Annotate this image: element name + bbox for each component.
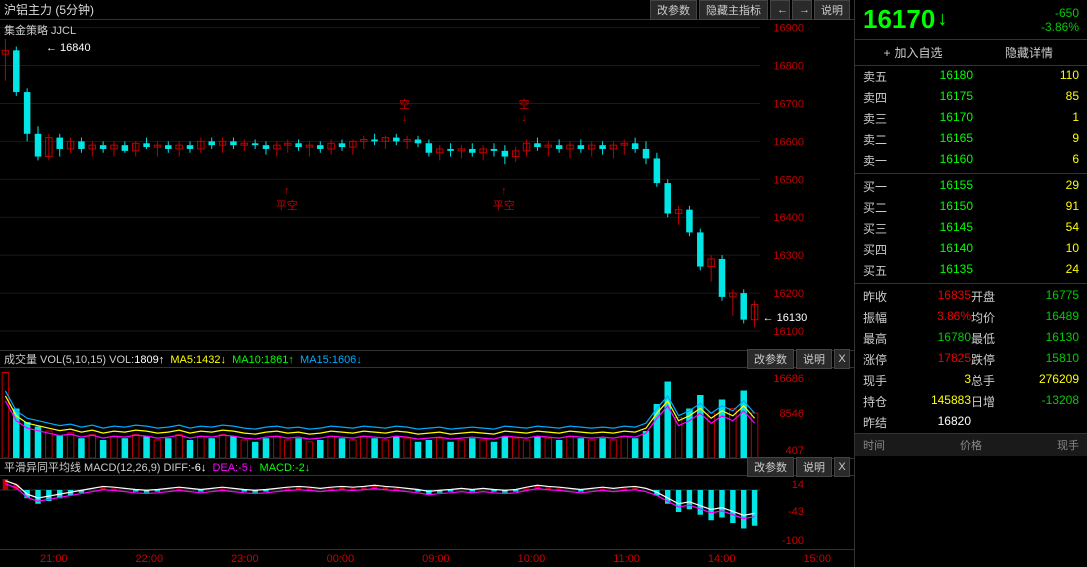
svg-text:16800: 16800 — [773, 61, 804, 73]
macd-header: 平滑异同平均线 MACD(12,26,9) DIFF:-6↓ DEA:-5↓ M… — [0, 458, 854, 476]
chart-header: 沪铝主力 (5分钟) 改参数 隐藏主指标 ← → 说明 — [0, 0, 854, 20]
svg-text:16300: 16300 — [773, 250, 804, 262]
svg-text:16100: 16100 — [773, 326, 804, 338]
plus-icon: + — [883, 46, 890, 60]
orderbook-row: 买二1615091 — [855, 197, 1087, 218]
svg-text:16400: 16400 — [773, 212, 804, 224]
volume-title: 成交量 VOL(5,10,15) VOL:1809↑ MA5:1432↓ MA1… — [4, 351, 362, 367]
macd-title: 平滑异同平均线 MACD(12,26,9) DIFF:-6↓ DEA:-5↓ M… — [4, 459, 310, 475]
prev-button[interactable]: ← — [770, 0, 790, 20]
price-change: -650 -3.86% — [1041, 6, 1079, 34]
hide-indicator-button[interactable]: 隐藏主指标 — [699, 0, 768, 20]
orderbook-row: 卖四1617585 — [855, 87, 1087, 108]
stats-grid: 昨收16835开盘16775振幅3.86%均价16489最高16780最低161… — [855, 286, 1087, 433]
down-arrow-icon: ↓ — [937, 8, 947, 31]
orderbook-row: 卖三161701 — [855, 108, 1087, 129]
desc-button[interactable]: 说明 — [814, 0, 850, 20]
stat-row: 昨结16820 — [855, 412, 1087, 433]
chart-title: 沪铝主力 (5分钟) — [4, 1, 94, 18]
svg-text:14: 14 — [792, 479, 804, 491]
price-chart[interactable]: 集金策略 JJCL 16900 16800 16700 16600 16500 16400… — [0, 20, 854, 350]
svg-text:16200: 16200 — [773, 288, 804, 300]
macd-chart[interactable]: 14 -43 -100 — [0, 476, 854, 549]
macd-close-button[interactable]: X — [834, 457, 850, 477]
stat-row: 最高16780最低16130 — [855, 328, 1087, 349]
orderbook-row: 卖二161659 — [855, 129, 1087, 150]
orderbook: 卖五16180110卖四1617585卖三161701卖二161659卖一161… — [855, 66, 1087, 286]
svg-text:16600: 16600 — [773, 136, 804, 148]
stat-row: 昨收16835开盘16775 — [855, 286, 1087, 307]
orderbook-row: 卖五16180110 — [855, 66, 1087, 87]
svg-text:16900: 16900 — [773, 23, 804, 35]
side-panel: 16170 ↓ -650 -3.86% +加入自选 隐藏详情 卖五1618011… — [855, 0, 1087, 567]
add-watchlist-button[interactable]: +加入自选 — [855, 40, 971, 65]
hide-detail-button[interactable]: 隐藏详情 — [971, 40, 1087, 65]
side-buttons: +加入自选 隐藏详情 — [855, 40, 1087, 66]
header-buttons: 改参数 隐藏主指标 ← → 说明 — [650, 0, 850, 20]
x-axis: 21:0022:0023:0000:0009:0010:0011:0014:00… — [0, 549, 854, 567]
stat-row: 振幅3.86%均价16489 — [855, 307, 1087, 328]
volume-header: 成交量 VOL(5,10,15) VOL:1809↑ MA5:1432↓ MA1… — [0, 350, 854, 368]
vol-close-button[interactable]: X — [834, 349, 850, 369]
volume-chart[interactable]: 16686 8546 407 — [0, 368, 854, 458]
macd-desc-button[interactable]: 说明 — [796, 457, 832, 477]
orderbook-row: 买四1614010 — [855, 239, 1087, 260]
svg-text:16686: 16686 — [773, 373, 804, 385]
trade-table-header: 时间 价格 现手 — [855, 433, 1087, 456]
vol-params-button[interactable]: 改参数 — [747, 349, 794, 369]
orderbook-row: 买五1613524 — [855, 260, 1087, 281]
svg-text:8546: 8546 — [780, 408, 804, 420]
svg-text:16500: 16500 — [773, 174, 804, 186]
price-header: 16170 ↓ -650 -3.86% — [855, 0, 1087, 40]
vol-desc-button[interactable]: 说明 — [796, 349, 832, 369]
svg-text:16700: 16700 — [773, 98, 804, 110]
orderbook-row: 买一1615529 — [855, 176, 1087, 197]
stat-row: 现手3总手276209 — [855, 370, 1087, 391]
last-price: 16170 — [863, 4, 935, 35]
stat-row: 持仓145883日增-13208 — [855, 391, 1087, 412]
main-panel: 沪铝主力 (5分钟) 改参数 隐藏主指标 ← → 说明 集金策略 JJCL 16… — [0, 0, 855, 567]
stat-row: 涨停17825跌停15810 — [855, 349, 1087, 370]
svg-text:-43: -43 — [788, 506, 804, 518]
svg-text:407: 407 — [786, 445, 804, 457]
macd-params-button[interactable]: 改参数 — [747, 457, 794, 477]
orderbook-row: 买三1614554 — [855, 218, 1087, 239]
strategy-label: 集金策略 JJCL — [4, 22, 76, 38]
orderbook-row: 卖一161606 — [855, 150, 1087, 171]
next-button[interactable]: → — [792, 0, 812, 20]
params-button[interactable]: 改参数 — [650, 0, 697, 20]
svg-text:-100: -100 — [782, 535, 804, 546]
